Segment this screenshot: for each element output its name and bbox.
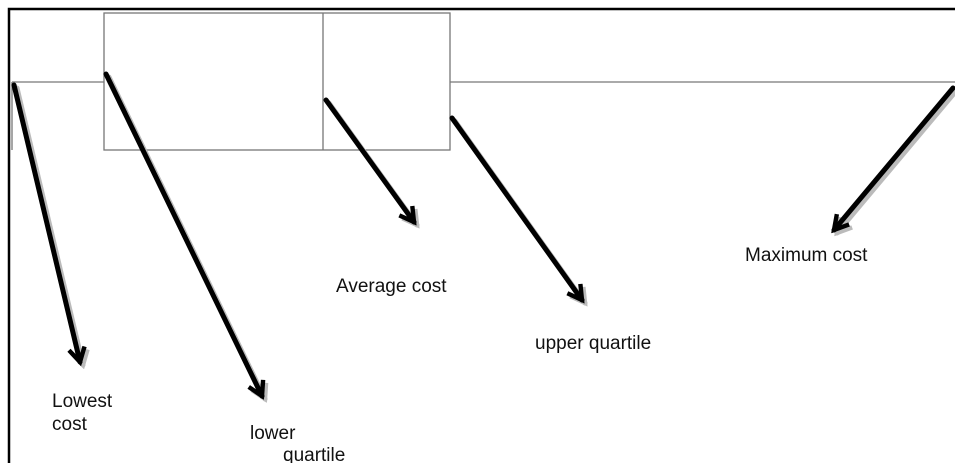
label: Maximum cost: [745, 245, 868, 266]
arrow: [103, 71, 262, 396]
frame: [7, 7, 955, 463]
arrow: [449, 115, 582, 300]
label: upper quartile: [535, 333, 651, 354]
label: Lowest: [52, 391, 113, 412]
label: cost: [52, 414, 88, 435]
arrow: [11, 82, 80, 362]
label: Average cost: [336, 276, 447, 297]
arrows: [11, 71, 955, 399]
box: [103, 12, 451, 151]
label: quartile: [283, 445, 345, 463]
arrow: [834, 85, 955, 230]
arrow: [323, 97, 414, 222]
arrow-shadow: [837, 88, 955, 233]
label: lower: [250, 423, 296, 444]
